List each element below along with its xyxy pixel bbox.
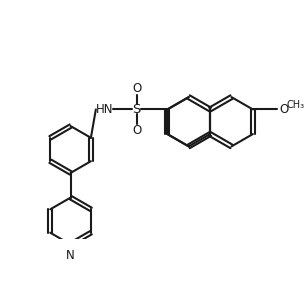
Text: N: N xyxy=(66,249,75,263)
Text: S: S xyxy=(132,103,141,116)
Text: O: O xyxy=(132,82,141,95)
Text: O: O xyxy=(132,124,141,137)
Text: O: O xyxy=(279,103,289,116)
Text: HN: HN xyxy=(96,103,113,116)
Text: CH₃: CH₃ xyxy=(286,100,304,110)
